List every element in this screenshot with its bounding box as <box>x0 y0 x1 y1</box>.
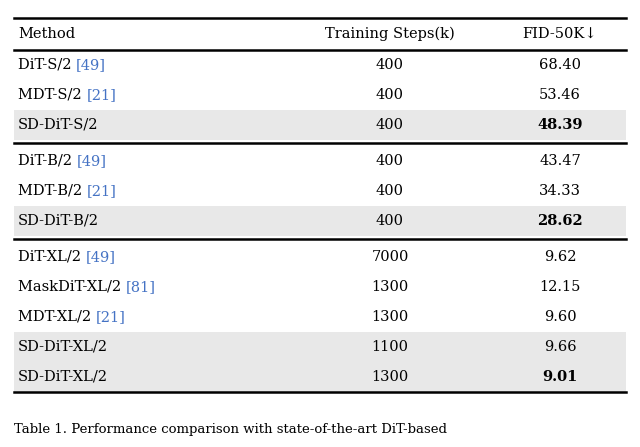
Text: 34.33: 34.33 <box>539 184 581 198</box>
Text: 28.62: 28.62 <box>537 214 583 228</box>
Text: 1300: 1300 <box>371 370 408 384</box>
Bar <box>14 206 626 236</box>
Bar <box>14 332 626 362</box>
Text: 1300: 1300 <box>371 310 408 324</box>
Text: SD-DiT-B/2: SD-DiT-B/2 <box>18 214 99 228</box>
Text: 68.40: 68.40 <box>539 58 581 72</box>
Text: 7000: 7000 <box>371 250 409 264</box>
Text: [81]: [81] <box>125 280 156 294</box>
Text: Training Steps(k): Training Steps(k) <box>325 27 455 41</box>
Text: Table 1. Performance comparison with state-of-the-art DiT-based: Table 1. Performance comparison with sta… <box>14 423 447 437</box>
Bar <box>14 362 626 392</box>
Text: MDT-XL/2: MDT-XL/2 <box>18 310 96 324</box>
Text: SD-DiT-XL/2: SD-DiT-XL/2 <box>18 340 108 354</box>
Text: 400: 400 <box>376 214 404 228</box>
Text: MDT-B/2: MDT-B/2 <box>18 184 87 198</box>
Text: 43.47: 43.47 <box>539 154 581 168</box>
Bar <box>14 110 626 140</box>
Text: 53.46: 53.46 <box>539 88 581 102</box>
Text: SD-DiT-XL/2: SD-DiT-XL/2 <box>18 370 108 384</box>
Text: 400: 400 <box>376 118 404 132</box>
Text: 9.66: 9.66 <box>544 340 576 354</box>
Text: 9.01: 9.01 <box>542 370 578 384</box>
Text: DiT-S/2: DiT-S/2 <box>18 58 76 72</box>
Text: [21]: [21] <box>96 310 125 324</box>
Text: FID-50K↓: FID-50K↓ <box>523 27 597 41</box>
Text: 400: 400 <box>376 88 404 102</box>
Text: DiT-XL/2: DiT-XL/2 <box>18 250 86 264</box>
Text: MaskDiT-XL/2: MaskDiT-XL/2 <box>18 280 125 294</box>
Text: [49]: [49] <box>86 250 116 264</box>
Text: 400: 400 <box>376 154 404 168</box>
Text: [21]: [21] <box>87 184 116 198</box>
Text: [21]: [21] <box>86 88 116 102</box>
Text: [49]: [49] <box>77 154 107 168</box>
Text: 1300: 1300 <box>371 280 408 294</box>
Text: SD-DiT-S/2: SD-DiT-S/2 <box>18 118 99 132</box>
Text: 400: 400 <box>376 58 404 72</box>
Text: MDT-S/2: MDT-S/2 <box>18 88 86 102</box>
Text: 9.62: 9.62 <box>544 250 576 264</box>
Text: [49]: [49] <box>76 58 106 72</box>
Text: 48.39: 48.39 <box>537 118 583 132</box>
Text: 1100: 1100 <box>371 340 408 354</box>
Text: 9.60: 9.60 <box>544 310 576 324</box>
Text: Method: Method <box>18 27 75 41</box>
Text: 12.15: 12.15 <box>540 280 580 294</box>
Text: DiT-B/2: DiT-B/2 <box>18 154 77 168</box>
Text: 400: 400 <box>376 184 404 198</box>
